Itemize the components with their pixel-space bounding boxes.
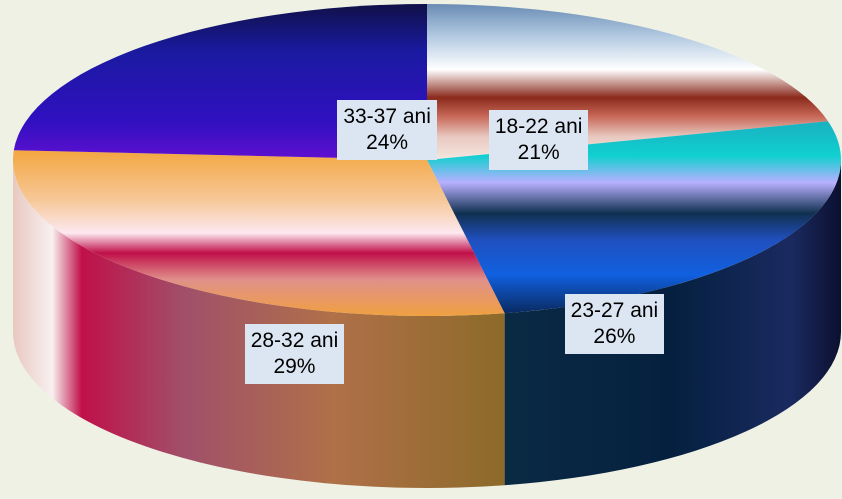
slice-value-label: 29% <box>273 355 316 379</box>
pie-slice-3 <box>12 150 505 316</box>
slice-label-2: 23-27 ani 26% <box>564 294 665 355</box>
pie-side-slice-1 <box>504 160 841 486</box>
slice-category-label: 23-27 ani <box>570 299 659 323</box>
slice-category-label: 33-37 ani <box>343 104 431 128</box>
pie-side-slice-2 <box>13 160 505 488</box>
slice-label-1: 18-22 ani 21% <box>488 109 589 170</box>
slice-value-label: 26% <box>593 325 636 349</box>
slice-label-4: 33-37 ani 24% <box>337 99 437 160</box>
pie-slices <box>12 4 841 316</box>
slice-category-label: 18-22 ani <box>494 114 583 138</box>
slice-value-label: 21% <box>517 140 560 164</box>
slice-category-label: 28-32 ani <box>250 329 339 353</box>
slice-label-3: 28-32 ani 29% <box>244 324 345 385</box>
pie-side-wall <box>13 160 841 488</box>
pie-slice-4 <box>13 4 428 160</box>
slice-value-label: 24% <box>366 130 409 154</box>
